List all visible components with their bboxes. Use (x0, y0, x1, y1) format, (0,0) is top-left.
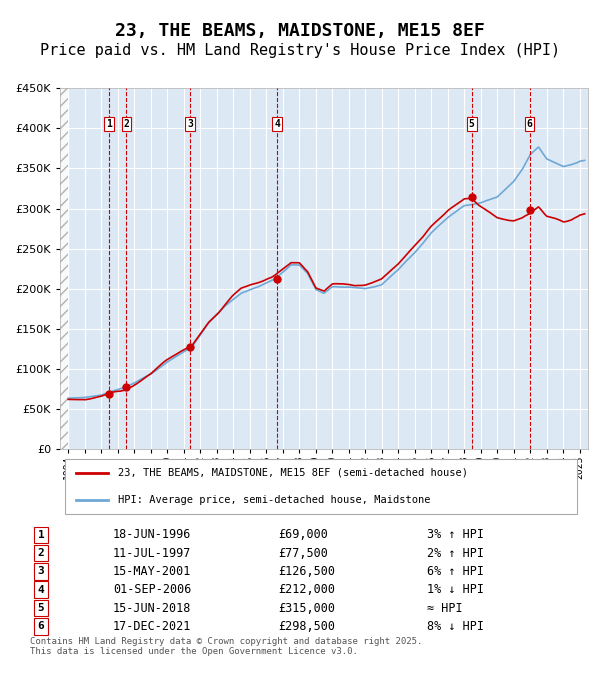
Text: 17-DEC-2021: 17-DEC-2021 (113, 620, 191, 633)
Text: £69,000: £69,000 (278, 528, 328, 541)
Text: £212,000: £212,000 (278, 583, 335, 596)
Text: 2: 2 (124, 120, 130, 129)
Text: 5: 5 (469, 120, 475, 129)
FancyBboxPatch shape (65, 458, 577, 514)
Text: 3% ↑ HPI: 3% ↑ HPI (427, 528, 484, 541)
Text: 6: 6 (38, 622, 44, 632)
Text: 23, THE BEAMS, MAIDSTONE, ME15 8EF (semi-detached house): 23, THE BEAMS, MAIDSTONE, ME15 8EF (semi… (118, 468, 468, 478)
Text: £126,500: £126,500 (278, 565, 335, 578)
Text: 23, THE BEAMS, MAIDSTONE, ME15 8EF: 23, THE BEAMS, MAIDSTONE, ME15 8EF (115, 22, 485, 39)
Text: 1: 1 (106, 120, 112, 129)
Text: ≈ HPI: ≈ HPI (427, 602, 463, 615)
Text: 01-SEP-2006: 01-SEP-2006 (113, 583, 191, 596)
Text: £298,500: £298,500 (278, 620, 335, 633)
Text: 8% ↓ HPI: 8% ↓ HPI (427, 620, 484, 633)
Text: £315,000: £315,000 (278, 602, 335, 615)
Text: 4: 4 (38, 585, 44, 595)
Text: 4: 4 (274, 120, 280, 129)
Text: 3: 3 (187, 120, 193, 129)
Text: 5: 5 (38, 603, 44, 613)
Text: 15-MAY-2001: 15-MAY-2001 (113, 565, 191, 578)
Text: 6: 6 (527, 120, 533, 129)
Text: 2: 2 (38, 548, 44, 558)
Text: 6% ↑ HPI: 6% ↑ HPI (427, 565, 484, 578)
Text: 1: 1 (38, 530, 44, 540)
Text: Contains HM Land Registry data © Crown copyright and database right 2025.
This d: Contains HM Land Registry data © Crown c… (30, 636, 422, 656)
Text: Price paid vs. HM Land Registry's House Price Index (HPI): Price paid vs. HM Land Registry's House … (40, 44, 560, 58)
Text: 2% ↑ HPI: 2% ↑ HPI (427, 547, 484, 560)
Bar (60, 88, 68, 449)
Text: 15-JUN-2018: 15-JUN-2018 (113, 602, 191, 615)
Text: HPI: Average price, semi-detached house, Maidstone: HPI: Average price, semi-detached house,… (118, 494, 431, 505)
Text: £77,500: £77,500 (278, 547, 328, 560)
Text: 3: 3 (38, 566, 44, 577)
Bar (60, 88, 68, 449)
Text: 1% ↓ HPI: 1% ↓ HPI (427, 583, 484, 596)
Text: 18-JUN-1996: 18-JUN-1996 (113, 528, 191, 541)
Text: 11-JUL-1997: 11-JUL-1997 (113, 547, 191, 560)
